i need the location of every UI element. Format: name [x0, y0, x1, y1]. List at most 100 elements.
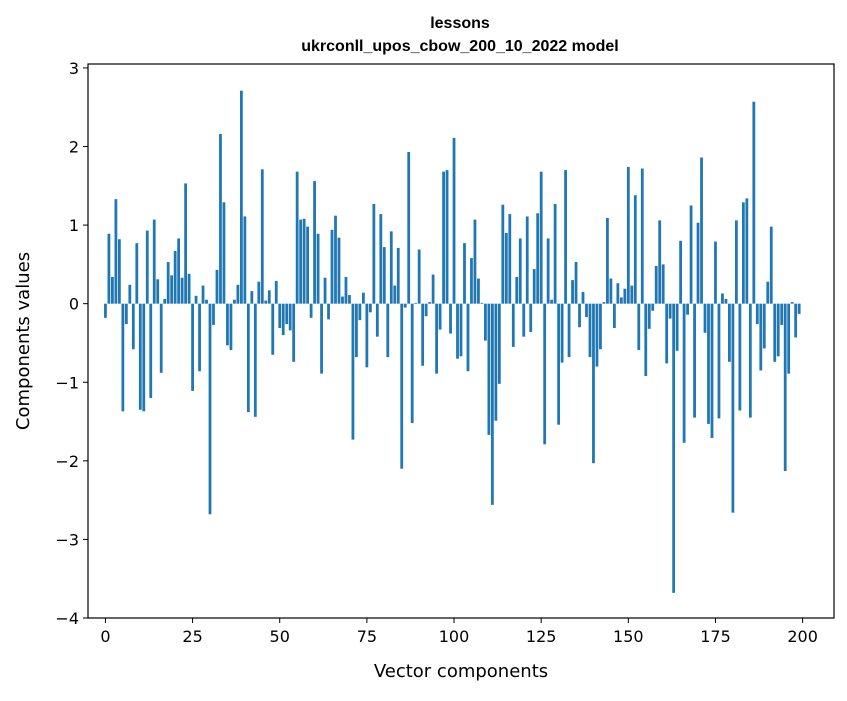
bar — [170, 275, 174, 304]
bar — [581, 291, 585, 304]
bar — [264, 300, 268, 304]
y-tick-label: −1 — [55, 373, 79, 392]
bar — [668, 303, 672, 319]
x-tick-label: 175 — [700, 627, 731, 646]
bar — [396, 247, 400, 304]
bar — [661, 264, 665, 304]
bar — [477, 278, 480, 304]
bar — [571, 280, 574, 304]
bar — [689, 205, 693, 304]
bar — [717, 303, 721, 419]
x-tick-label: 75 — [357, 627, 377, 646]
bar — [564, 170, 567, 304]
bar — [337, 237, 341, 304]
bar — [574, 262, 578, 304]
bar — [159, 303, 163, 373]
bar — [135, 243, 139, 304]
bar — [233, 299, 236, 304]
bar — [752, 101, 756, 304]
bar — [257, 281, 261, 304]
bar — [306, 226, 310, 304]
bar — [508, 214, 512, 304]
bar — [522, 303, 526, 337]
bar — [588, 303, 592, 358]
bar — [417, 249, 421, 304]
bar — [602, 302, 606, 304]
y-axis-label: Components values — [13, 252, 34, 430]
bars-group — [104, 90, 801, 593]
bar — [525, 216, 529, 304]
bar — [236, 284, 240, 304]
bar — [410, 303, 414, 424]
bar — [504, 232, 508, 304]
bar — [330, 229, 334, 304]
bar — [365, 303, 369, 368]
bar — [219, 133, 222, 304]
bar — [700, 157, 703, 304]
bar — [797, 303, 801, 314]
bar — [198, 303, 201, 372]
bar — [382, 247, 386, 304]
bar — [741, 202, 745, 304]
bar — [654, 265, 658, 304]
bar — [438, 303, 442, 330]
bar — [511, 303, 515, 347]
bar — [728, 303, 731, 362]
bar — [260, 169, 264, 304]
bar — [348, 295, 351, 304]
bar — [665, 303, 669, 364]
bar — [651, 303, 655, 311]
bar — [246, 303, 250, 413]
bar — [762, 303, 766, 349]
bar — [114, 199, 118, 304]
bar — [550, 299, 554, 304]
bar — [267, 290, 271, 304]
bar — [672, 303, 676, 593]
bar — [121, 303, 125, 412]
bar — [470, 258, 473, 304]
bar — [104, 303, 107, 318]
bar — [149, 303, 153, 398]
bar — [177, 238, 181, 304]
bar — [424, 303, 428, 317]
bar — [379, 214, 383, 304]
bar — [156, 279, 160, 304]
bar — [400, 303, 404, 469]
bar — [351, 303, 355, 440]
bar — [250, 291, 254, 304]
bar — [226, 303, 229, 346]
bar — [790, 302, 794, 304]
bar — [431, 274, 435, 304]
bar — [755, 303, 759, 325]
bar — [452, 137, 456, 304]
bar — [274, 280, 278, 304]
bar — [299, 219, 303, 304]
x-tick-label: 200 — [787, 627, 818, 646]
bar — [222, 202, 226, 304]
plot-area-frame — [87, 63, 835, 619]
bar — [414, 302, 418, 304]
bar — [320, 303, 323, 374]
bar — [386, 303, 390, 358]
bar — [372, 203, 376, 304]
bar — [285, 303, 289, 325]
chart-subtitle: ukrconll_upos_cbow_200_10_2022 model — [301, 38, 618, 55]
bar — [630, 285, 634, 304]
bar — [407, 152, 411, 304]
bar — [239, 90, 243, 304]
bar — [142, 303, 146, 412]
bar — [714, 241, 717, 304]
bar — [208, 303, 212, 515]
bar — [295, 171, 299, 304]
bar — [341, 296, 344, 304]
bar — [773, 303, 777, 362]
bar — [592, 303, 595, 464]
bar — [735, 220, 738, 304]
bar — [606, 218, 609, 304]
bar — [473, 219, 477, 304]
bar — [480, 302, 484, 304]
x-axis-ticks: 0 25 50 75 100 125 150 175 200 — [100, 618, 818, 646]
x-axis-label: Vector components — [374, 661, 548, 682]
